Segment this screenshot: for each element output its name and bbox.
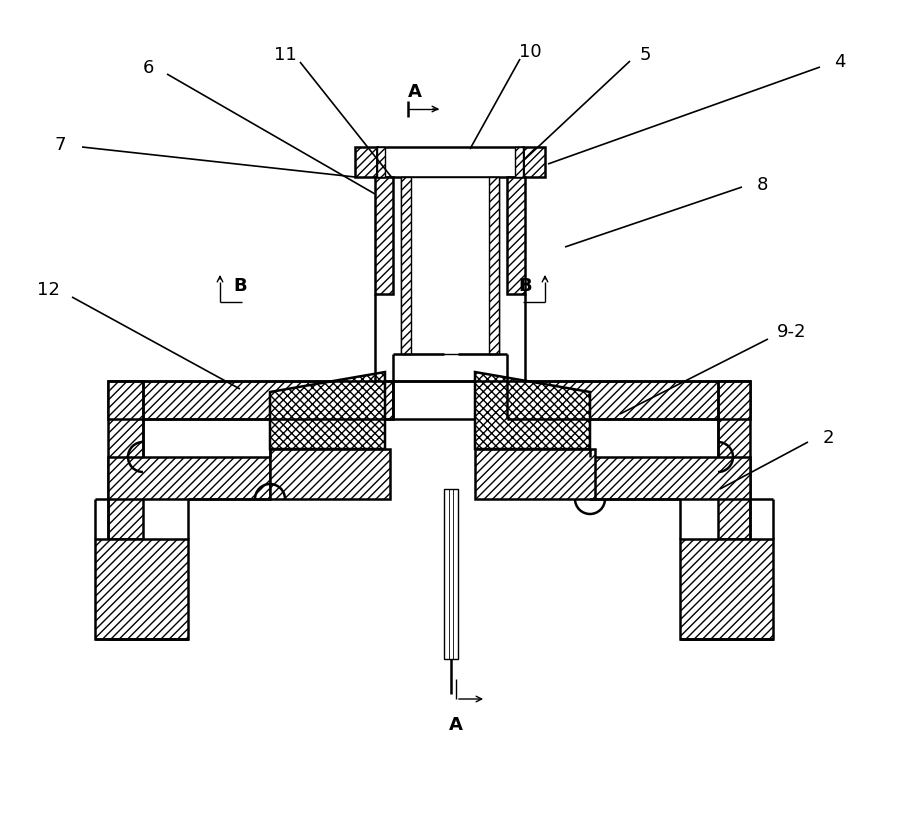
Bar [489, 178, 499, 354]
Text: 5: 5 [640, 46, 650, 64]
Bar [393, 382, 507, 420]
Text: 11: 11 [273, 46, 297, 64]
Bar [377, 148, 523, 178]
Text: 10: 10 [519, 43, 541, 61]
Bar [680, 539, 773, 639]
Bar [401, 178, 411, 354]
Polygon shape [475, 450, 595, 499]
Text: 8: 8 [756, 176, 768, 194]
Bar [108, 382, 143, 539]
Bar [444, 489, 458, 659]
Polygon shape [270, 450, 390, 499]
Polygon shape [475, 373, 590, 450]
Bar [375, 178, 393, 295]
Text: 12: 12 [37, 281, 60, 299]
Text: B: B [518, 277, 532, 295]
Bar [523, 148, 545, 178]
Text: 7: 7 [54, 136, 66, 154]
Bar [507, 178, 525, 295]
Bar [377, 148, 385, 178]
Bar [95, 539, 188, 639]
Polygon shape [270, 373, 385, 450]
Bar [718, 382, 750, 539]
Bar [393, 178, 507, 295]
Bar [507, 382, 750, 420]
Text: 4: 4 [834, 53, 846, 71]
Text: 6: 6 [143, 59, 153, 77]
Bar [401, 178, 499, 354]
Bar [108, 382, 393, 420]
Bar [590, 457, 750, 499]
Bar [515, 148, 523, 178]
Text: 9-2: 9-2 [778, 323, 806, 340]
Text: 2: 2 [823, 428, 833, 446]
Text: A: A [449, 715, 463, 733]
Bar [108, 457, 270, 499]
Bar [355, 148, 377, 178]
Text: B: B [234, 277, 247, 295]
Text: A: A [408, 83, 422, 101]
